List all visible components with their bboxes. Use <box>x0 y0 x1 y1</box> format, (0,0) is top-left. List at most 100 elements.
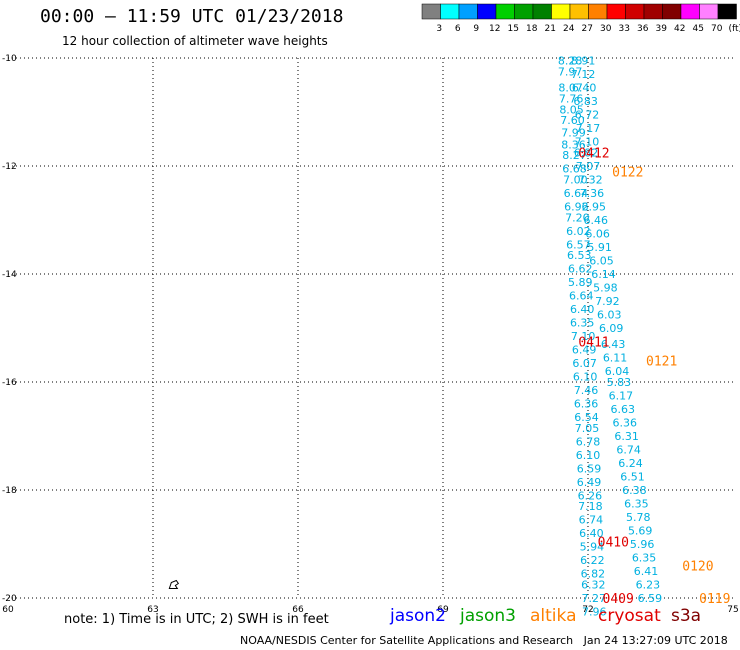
wave-height-label: 7.00 <box>563 174 588 187</box>
y-tick-label: -12 <box>2 162 17 172</box>
note-text: note: 1) Time is in UTC; 2) SWH is in fe… <box>64 612 329 627</box>
wave-height-label: 6.35 <box>624 498 649 511</box>
wave-height-label: 6.82 <box>581 568 606 581</box>
wave-height-label: 6.14 <box>591 268 616 281</box>
sat-jason2-label: jason2 <box>390 606 446 626</box>
wave-height-label: 6.35 <box>570 317 595 330</box>
wave-height-label: 6.22 <box>580 554 605 567</box>
wave-height-label: 6.53 <box>567 249 592 262</box>
wave-height-label: 6.32 <box>581 579 606 592</box>
wave-height-label: 6.03 <box>597 309 622 322</box>
pass-time-label: 0410 <box>598 535 629 550</box>
legend-label: 21 <box>545 24 556 34</box>
wave-height-label: 8.07 <box>558 82 583 95</box>
wave-height-label: 8.36 <box>561 138 586 151</box>
wave-height-label: 6.82 <box>574 147 599 160</box>
wave-height-label: 6.41 <box>634 565 659 578</box>
legend-label: 36 <box>637 24 649 34</box>
legend-label: (ft) <box>728 24 740 34</box>
wave-height-label: 6.51 <box>620 471 645 484</box>
legend-label: 24 <box>563 24 575 34</box>
wave-height-label: 7.05 <box>575 422 600 435</box>
wave-height-label: 5.83 <box>607 376 632 389</box>
legend-swatch <box>477 3 497 20</box>
wave-height-label: 6.23 <box>636 579 661 592</box>
wave-height-label: 6.59 <box>638 592 663 605</box>
chart-title: 00:00 – 11:59 UTC 01/23/2018 <box>40 6 344 27</box>
wave-height-label: 8.05 <box>559 103 584 116</box>
wave-height-label: 5.94 <box>580 541 605 554</box>
wave-height-label: 6.05 <box>589 255 614 268</box>
legend-label: 15 <box>508 24 519 34</box>
wave-height-label: 7.76 <box>559 93 584 106</box>
wave-height-label: 6.43 <box>601 338 626 351</box>
pass-time-label: 0412 <box>578 147 609 162</box>
legend-swatch <box>625 3 645 20</box>
wave-height-label: 6.26 <box>578 489 603 502</box>
x-tick-label: 66 <box>292 605 304 615</box>
pass-time-label: 0121 <box>646 354 677 369</box>
wave-height-label: 7.10 <box>571 330 596 343</box>
legend-label: 30 <box>600 24 612 34</box>
wave-height-label: 6.46 <box>583 214 608 227</box>
wave-height-label: 5.69 <box>628 525 653 538</box>
wave-height-label: 6.38 <box>622 484 647 497</box>
wave-height-label: 6.74 <box>616 444 641 457</box>
wave-height-label: 6.72 <box>575 109 600 122</box>
legend-swatch <box>680 3 700 20</box>
wave-height-label: 6.36 <box>574 398 599 411</box>
wave-height-label: 6.07 <box>572 357 597 370</box>
wave-height-label: 6.68 <box>562 163 587 176</box>
y-tick-label: -14 <box>2 270 17 280</box>
wave-height-label: 7.32 <box>578 174 603 187</box>
legend-label: 27 <box>582 24 593 34</box>
x-tick-label: 60 <box>2 605 14 615</box>
legend-label: 39 <box>656 24 668 34</box>
y-tick-label: -20 <box>2 594 17 604</box>
wave-height-label: 6.40 <box>572 82 597 95</box>
legend-label: 45 <box>693 24 704 34</box>
wave-height-label: 6.78 <box>576 435 601 448</box>
wave-height-label: 6.40 <box>579 527 604 540</box>
wave-height-label: 7.96 <box>582 606 607 619</box>
wave-height-label: 5.78 <box>626 511 651 524</box>
wave-height-label: 7.18 <box>578 500 603 513</box>
wave-height-label: 6.06 <box>585 228 610 241</box>
wave-height-label: 5.89 <box>568 276 593 289</box>
wave-height-label: 5.96 <box>630 538 655 551</box>
x-tick-label: 72 <box>582 605 593 615</box>
island-outline <box>168 579 180 589</box>
wave-height-label: 6.17 <box>609 390 634 403</box>
legend-swatch <box>514 3 534 20</box>
legend-label: 6 <box>455 24 461 34</box>
wave-height-label: 6.10 <box>576 449 601 462</box>
wave-height-label: 7.46 <box>574 384 599 397</box>
wave-height-label: 6.10 <box>573 371 598 384</box>
wave-height-label: 7.97 <box>558 66 583 79</box>
legend-label: 3 <box>436 24 442 34</box>
legend-swatch <box>551 3 571 20</box>
wave-height-label: 6.64 <box>564 187 589 200</box>
wave-height-label: 6.35 <box>632 552 657 565</box>
legend-label: 42 <box>674 24 685 34</box>
pass-time-label: 0411 <box>578 336 609 351</box>
wave-height-label: 6.95 <box>582 201 607 214</box>
wave-height-label: 6.74 <box>579 514 604 527</box>
legend-label: 70 <box>711 24 723 34</box>
wave-height-label: 6.36 <box>612 417 637 430</box>
x-tick-label: 69 <box>437 605 449 615</box>
legend-swatch <box>440 3 460 20</box>
wave-height-label: 6.49 <box>572 344 597 357</box>
wave-height-label: 6.04 <box>605 365 630 378</box>
wave-height-label: 6.59 <box>577 462 602 475</box>
wave-height-label: 7.99 <box>561 127 586 140</box>
wave-height-label: 7.17 <box>576 122 601 135</box>
wave-height-label: 6.02 <box>566 225 591 238</box>
wave-height-label: 7.12 <box>571 68 596 81</box>
wave-height-label: 6.09 <box>599 322 624 335</box>
sat-jason3-label: jason3 <box>460 606 516 626</box>
legend-swatch <box>699 3 719 20</box>
legend-swatch <box>717 3 737 20</box>
